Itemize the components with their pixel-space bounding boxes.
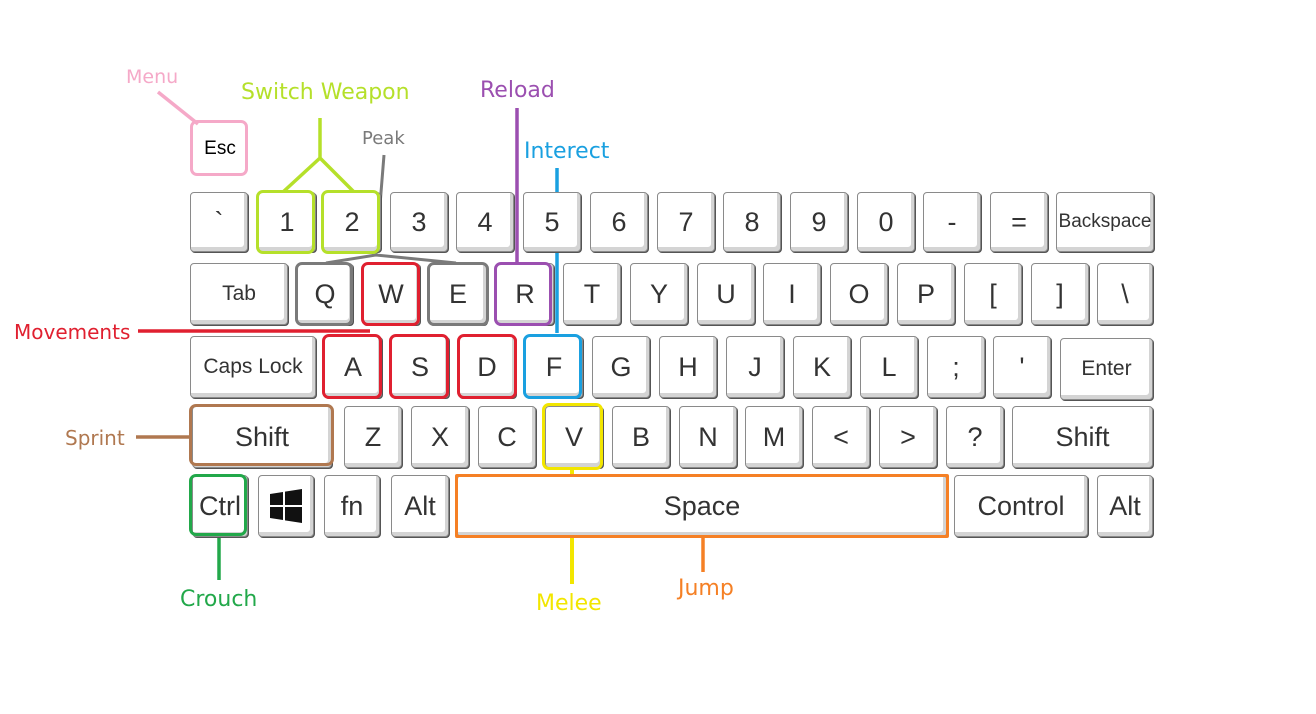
key-r: R [496, 263, 554, 325]
key-left-bracket: [ [964, 263, 1022, 325]
key-o: O [830, 263, 888, 325]
key-minus: - [923, 192, 981, 252]
key-semicolon: ; [927, 336, 985, 398]
key-question: ? [946, 406, 1004, 468]
key-0: 0 [857, 192, 915, 252]
key-b: B [612, 406, 670, 468]
highlight-d-movement [457, 334, 517, 399]
label-jump: Jump [678, 576, 734, 601]
key-v: V [545, 406, 603, 468]
key-control: Control [954, 475, 1088, 537]
label-crouch: Crouch [180, 587, 258, 612]
key-z: Z [344, 406, 402, 468]
label-movements: Movements [14, 320, 131, 344]
key-less-than: < [812, 406, 870, 468]
highlight-s-movement [389, 334, 449, 399]
key-d: D [458, 336, 516, 398]
windows-icon [270, 489, 302, 523]
key-8: 8 [723, 192, 781, 252]
key-j: J [726, 336, 784, 398]
key-quote: ' [993, 336, 1051, 398]
key-p: P [897, 263, 955, 325]
key-backtick: ` [190, 192, 248, 252]
key-l: L [860, 336, 918, 398]
key-k: K [793, 336, 851, 398]
key-right-bracket: ] [1031, 263, 1089, 325]
key-right-shift: Shift [1012, 406, 1153, 468]
key-backspace: Backspace [1056, 192, 1154, 252]
highlight-q-peak [295, 262, 353, 326]
highlight-ctrl-crouch [189, 474, 247, 536]
key-n: N [679, 406, 737, 468]
key-fn: fn [324, 475, 380, 537]
highlight-w-movement [361, 262, 420, 326]
key-tab: Tab [190, 263, 288, 325]
menu-connector [156, 90, 200, 126]
key-e: E [429, 263, 487, 325]
key-f: F [525, 336, 583, 398]
label-menu: Menu [126, 66, 179, 88]
key-enter: Enter [1060, 338, 1153, 400]
key-equals: = [990, 192, 1048, 252]
highlight-v-melee [542, 403, 603, 470]
label-reload: Reload [480, 78, 555, 103]
key-u: U [697, 263, 755, 325]
key-4: 4 [456, 192, 514, 252]
key-windows [258, 475, 314, 537]
key-space: Space [457, 475, 947, 537]
highlight-space-jump [455, 474, 949, 538]
key-t: T [563, 263, 621, 325]
label-melee: Melee [536, 591, 602, 616]
label-peak: Peak [362, 128, 405, 149]
key-a: A [324, 336, 382, 398]
key-c: C [478, 406, 536, 468]
highlight-1-switch-weapon [256, 190, 315, 254]
key-m: M [745, 406, 803, 468]
key-g: G [592, 336, 650, 398]
key-3: 3 [390, 192, 448, 252]
key-w: W [362, 263, 420, 325]
key-right-alt: Alt [1097, 475, 1153, 537]
highlight-shift-sprint [189, 404, 334, 466]
switch-weapon-connector [281, 118, 356, 194]
highlight-e-peak [427, 262, 489, 326]
label-sprint: Sprint [65, 426, 125, 450]
key-esc: Esc [204, 138, 236, 159]
key-y: Y [630, 263, 688, 325]
highlight-esc-menu [190, 120, 248, 176]
label-interact: Interect [524, 139, 610, 164]
key-left-alt: Alt [391, 475, 449, 537]
key-caps-lock: Caps Lock [190, 336, 316, 398]
key-left-shift: Shift [192, 406, 332, 468]
highlight-a-movement [322, 334, 382, 399]
key-5: 5 [523, 192, 581, 252]
key-h: H [659, 336, 717, 398]
key-x: X [411, 406, 469, 468]
key-greater-than: > [879, 406, 937, 468]
key-backslash: \ [1097, 263, 1153, 325]
highlight-2-switch-weapon [321, 190, 380, 254]
highlight-r-reload [494, 262, 552, 326]
key-9: 9 [790, 192, 848, 252]
key-i: I [763, 263, 821, 325]
key-ctrl: Ctrl [192, 475, 248, 537]
label-switch-weapon: Switch Weapon [241, 80, 410, 105]
highlight-f-interact [523, 334, 582, 399]
key-6: 6 [590, 192, 648, 252]
key-7: 7 [657, 192, 715, 252]
